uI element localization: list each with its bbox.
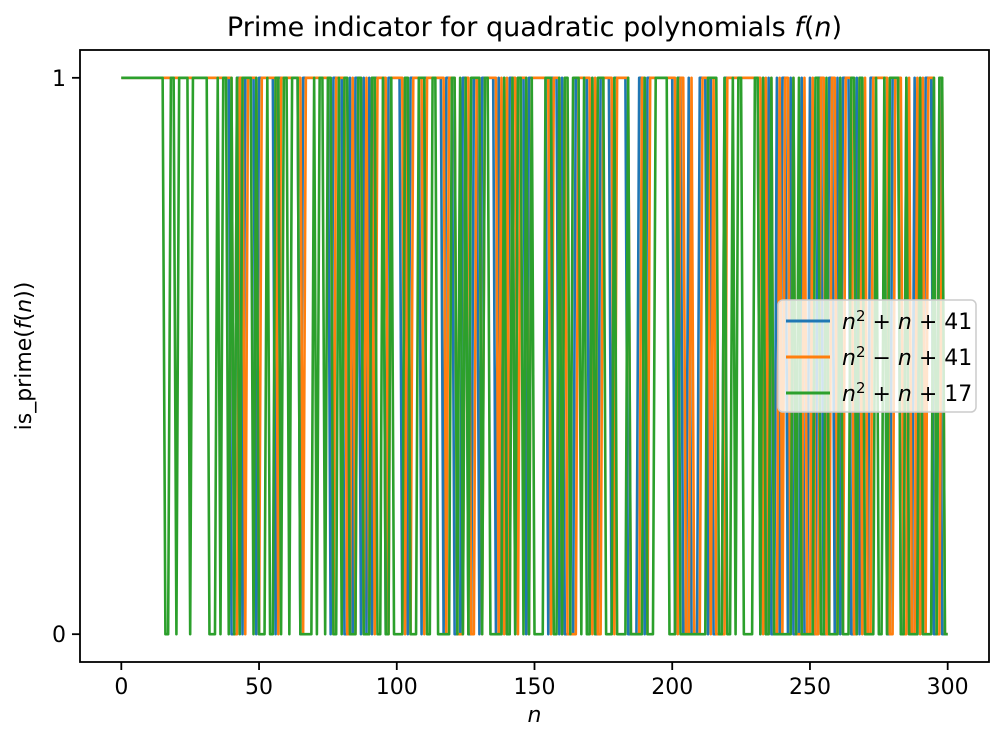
legend-label-2: n2 + n + 17 <box>842 379 972 407</box>
x-axis: 0 50 100 150 200 250 300 <box>114 662 969 700</box>
x-tick-label-6: 300 <box>927 675 969 700</box>
series-line-2 <box>121 76 948 636</box>
text-token: − <box>866 346 898 371</box>
y-tick-label-0: 0 <box>52 623 66 648</box>
x-axis-label: n <box>528 703 542 728</box>
text-token: n <box>842 310 856 335</box>
text-token: ( <box>804 12 815 43</box>
text-token: n <box>842 346 856 371</box>
x-tick-label-1: 50 <box>245 675 273 700</box>
text-token: n <box>842 382 856 407</box>
text-token: + 17 <box>912 382 972 407</box>
text-token: f <box>12 318 37 329</box>
text-token: + 41 <box>912 310 972 335</box>
text-token: Prime indicator for quadratic polynomial… <box>227 12 794 43</box>
text-token: n <box>898 310 912 335</box>
text-token: + 41 <box>912 346 972 371</box>
text-token: 2 <box>856 343 866 361</box>
text-token: n <box>814 12 831 43</box>
y-tick-label-1: 1 <box>52 67 66 92</box>
text-token: )) <box>12 282 37 299</box>
series-lines <box>121 76 948 636</box>
text-token: + <box>866 310 898 335</box>
text-token: + <box>866 382 898 407</box>
legend-label-0: n2 + n + 41 <box>842 307 972 335</box>
text-token: n <box>898 382 912 407</box>
x-tick-label-2: 100 <box>376 675 418 700</box>
x-tick-label-5: 250 <box>789 675 831 700</box>
legend-label-1: n2 − n + 41 <box>842 343 972 371</box>
text-token: ) <box>832 12 843 43</box>
text-token: 2 <box>856 307 866 325</box>
text-token: is_prime( <box>12 329 37 430</box>
legend-box <box>777 299 977 413</box>
chart-title: Prime indicator for quadratic polynomial… <box>227 12 842 43</box>
x-tick-label-3: 150 <box>514 675 556 700</box>
text-token: ( <box>12 313 37 322</box>
text-token: n <box>12 299 37 313</box>
x-tick-label-4: 200 <box>651 675 693 700</box>
x-tick-label-0: 0 <box>114 675 128 700</box>
text-token: n <box>898 346 912 371</box>
y-axis: 01 <box>52 67 80 648</box>
text-token: n <box>528 703 542 728</box>
y-axis-label: is_prime(f(n)) <box>12 282 37 431</box>
text-token: 2 <box>856 379 866 397</box>
